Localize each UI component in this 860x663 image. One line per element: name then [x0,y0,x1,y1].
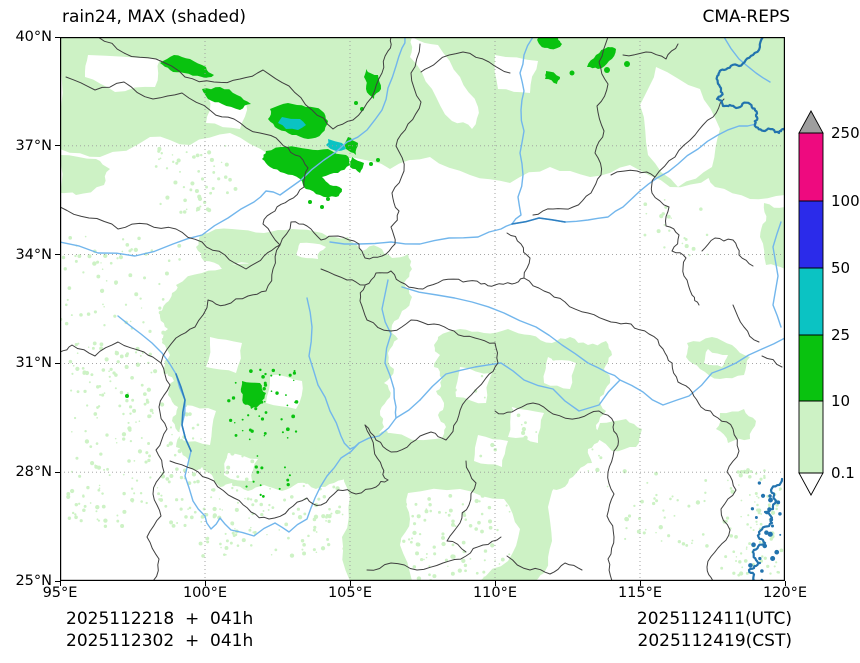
map-canvas [60,37,785,581]
colorbar [798,110,824,496]
coastline-layer [715,37,785,581]
x-tick-mark [494,581,496,586]
gridlines [60,37,785,581]
model-name: CMA-REPS [702,7,790,27]
x-tick-label-120E: 120°E [762,585,808,601]
y-tick-label-31N: 31°N [15,355,52,372]
y-tick-label-28N: 28°N [15,464,52,481]
init-run-1: 2025112218 + 041h [66,609,254,629]
colorbar-level-label-250: 250 [831,124,860,142]
x-tick-mark [639,581,641,586]
plot-title: rain24, MAX (shaded) [62,7,247,27]
colorbar-level-label-50: 50 [831,259,851,277]
map-frame [60,37,785,581]
y-tick-label-25N: 25°N [15,573,52,589]
valid-time-utc: 2025112411(UTC) [636,609,792,629]
init-run-2: 2025112302 + 041h [66,631,254,651]
valid-time-cst: 2025112419(CST) [637,631,792,651]
y-tick-label-40N: 40°N [15,29,52,45]
y-tick-label-37N: 37°N [15,137,52,154]
light-green-speckles [60,144,784,581]
x-tick-label-105E: 105°E [327,585,373,601]
colorbar-level-label-0.1: 0.1 [831,464,855,482]
province-borders [60,37,783,581]
rivers-layer [60,37,785,537]
x-tick-mark [59,581,61,586]
x-tick-mark [784,581,786,586]
x-tick-label-115E: 115°E [617,585,663,601]
colorbar-level-label-25: 25 [831,326,851,344]
x-tick-label-110E: 110°E [472,585,518,601]
y-tick-mark [55,471,60,473]
x-tick-mark [204,581,206,586]
y-tick-mark [55,362,60,364]
x-tick-label-95E: 95°E [42,585,78,601]
colorbar-level-label-100: 100 [831,192,860,210]
colorbar-level-label-10: 10 [831,392,851,410]
y-tick-mark [55,36,60,38]
y-tick-label-34N: 34°N [15,246,52,263]
y-tick-mark [55,254,60,256]
x-tick-mark [349,581,351,586]
y-tick-mark [55,580,60,582]
x-tick-label-100E: 100°E [182,585,228,601]
y-tick-mark [55,145,60,147]
